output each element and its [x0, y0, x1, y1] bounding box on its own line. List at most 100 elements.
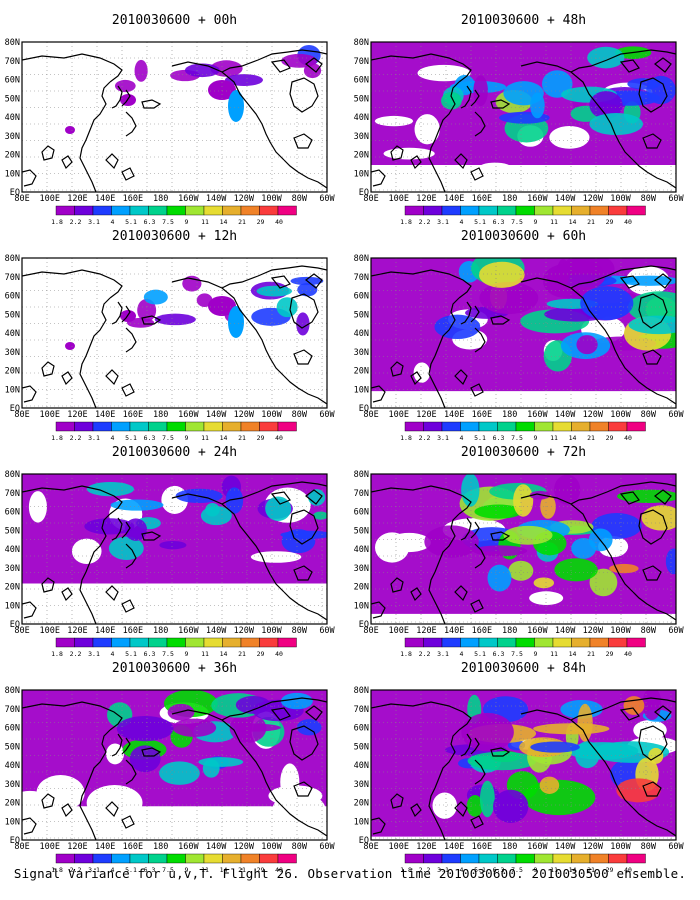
latitude-label: 30N	[354, 132, 369, 142]
longitude-label: 120W	[234, 626, 255, 636]
longitude-label: 160W	[178, 194, 199, 204]
longitude-label: 100W	[261, 626, 282, 636]
longitude-label: 140E	[444, 626, 464, 636]
colorbar-swatch	[571, 853, 591, 864]
colorbar-swatch	[404, 853, 424, 864]
colorbar-swatch	[589, 637, 609, 648]
longitude-label: 140W	[206, 194, 227, 204]
panel-title: 2010030600 + 84h	[461, 661, 586, 676]
longitude-label: 180	[153, 842, 168, 852]
longitude-label: 120E	[67, 626, 87, 636]
colorbar-swatch	[441, 421, 461, 432]
colorbar-label: 5.1	[125, 218, 137, 226]
colorbar-swatch	[478, 637, 498, 648]
colorbar-swatch	[74, 205, 94, 216]
latitude-label: 80N	[354, 254, 369, 264]
colorbar-label: 3.1	[88, 866, 100, 874]
latitude-label: 40N	[354, 113, 369, 123]
colorbar-swatch	[515, 205, 535, 216]
colorbar-label: 1.8	[51, 434, 63, 442]
colorbar-label: 11	[550, 434, 558, 442]
longitude-label: 120E	[416, 626, 436, 636]
colorbar-swatch	[626, 637, 646, 648]
longitude-label: 100W	[610, 410, 631, 420]
variance-field	[371, 42, 676, 174]
latitude-label: EQ	[359, 836, 369, 846]
longitude-label: 120W	[583, 842, 604, 852]
longitude-label: 140W	[555, 194, 576, 204]
colorbar-label: 29	[257, 650, 265, 658]
longitude-label: 160E	[472, 842, 492, 852]
latitude-label: 60N	[354, 76, 369, 86]
colorbar-swatch	[166, 421, 186, 432]
latitude-label: 50N	[5, 310, 20, 320]
colorbar-label: 7.5	[511, 866, 523, 874]
latitude-label: 80N	[354, 686, 369, 696]
longitude-label: 140E	[95, 194, 115, 204]
colorbar-label: 5.1	[125, 434, 137, 442]
colorbar-label: 29	[257, 218, 265, 226]
colorbar-swatch	[404, 205, 424, 216]
colorbar-label: 40	[275, 866, 283, 874]
colorbar-label: 4	[111, 218, 115, 226]
longitude-label: 100E	[39, 842, 59, 852]
colorbar-swatch	[571, 637, 591, 648]
colorbar-swatch	[55, 637, 75, 648]
longitude-label: 80W	[292, 842, 308, 852]
latitude-label: 50N	[5, 742, 20, 752]
colorbar-swatch	[404, 637, 424, 648]
latitude-label: 60N	[5, 508, 20, 518]
colorbar-swatch	[259, 421, 279, 432]
colorbar-label: 2.2	[419, 650, 431, 658]
longitude-label: 140E	[444, 194, 464, 204]
colorbar-label: 7.5	[162, 650, 174, 658]
colorbar-swatch	[129, 205, 149, 216]
latitude-label: 80N	[354, 470, 369, 480]
longitude-label: 160E	[123, 194, 143, 204]
colorbar-label: 9	[185, 434, 189, 442]
latitude-label: 20N	[354, 151, 369, 161]
longitude-label: 100W	[610, 194, 631, 204]
colorbar-swatch	[423, 637, 443, 648]
longitude-label: 180	[502, 410, 517, 420]
colorbar-swatch	[277, 421, 297, 432]
panel-title: 2010030600 + 24h	[112, 445, 237, 460]
map-frame	[370, 257, 677, 409]
colorbar-label: 9	[534, 218, 538, 226]
latitude-label: 30N	[354, 348, 369, 358]
latitude-label: EQ	[10, 188, 20, 198]
latitude-label: EQ	[10, 836, 20, 846]
map-panel: 2010030600 + 48h 80N 70N 60N 50N 40N 30N 20N 10N…	[354, 13, 685, 226]
map-frame	[21, 257, 328, 409]
longitude-label: 120W	[583, 626, 604, 636]
colorbar-label: 1.8	[400, 218, 412, 226]
colorbar-swatch	[460, 853, 480, 864]
colorbar-label: 6.3	[144, 218, 156, 226]
colorbar-swatch	[129, 421, 149, 432]
colorbar-label: 5.1	[474, 866, 486, 874]
colorbar: 1.8 2.2 3.1 4 5.1 6.3 7.5 9 11 14 21 29 40	[400, 205, 646, 226]
colorbar-swatch	[277, 205, 297, 216]
colorbar: 1.8 2.2 3.1 4 5.1 6.3 7.5 9 11 14 21 29 40	[51, 853, 297, 874]
colorbar-swatch	[148, 637, 168, 648]
colorbar-swatch	[259, 637, 279, 648]
latitude-label: 40N	[5, 329, 20, 339]
colorbar-label: 1.8	[51, 650, 63, 658]
colorbar-swatch	[460, 421, 480, 432]
latitude-label: 10N	[354, 385, 369, 395]
colorbar-swatch	[552, 637, 572, 648]
latitude-label: 40N	[354, 545, 369, 555]
colorbar-swatch	[404, 421, 424, 432]
colorbar-label: 7.5	[511, 434, 523, 442]
longitude-label: 80W	[641, 842, 657, 852]
colorbar-label: 5.1	[474, 218, 486, 226]
colorbar-label: 5.1	[474, 650, 486, 658]
colorbar-label: 4	[460, 218, 464, 226]
colorbar-swatch	[129, 637, 149, 648]
colorbar-label: 11	[550, 218, 558, 226]
colorbar: 1.8 2.2 3.1 4 5.1 6.3 7.5 9 11 14 21 29 40	[400, 853, 646, 874]
colorbar-swatch	[552, 853, 572, 864]
colorbar-label: 21	[587, 218, 595, 226]
